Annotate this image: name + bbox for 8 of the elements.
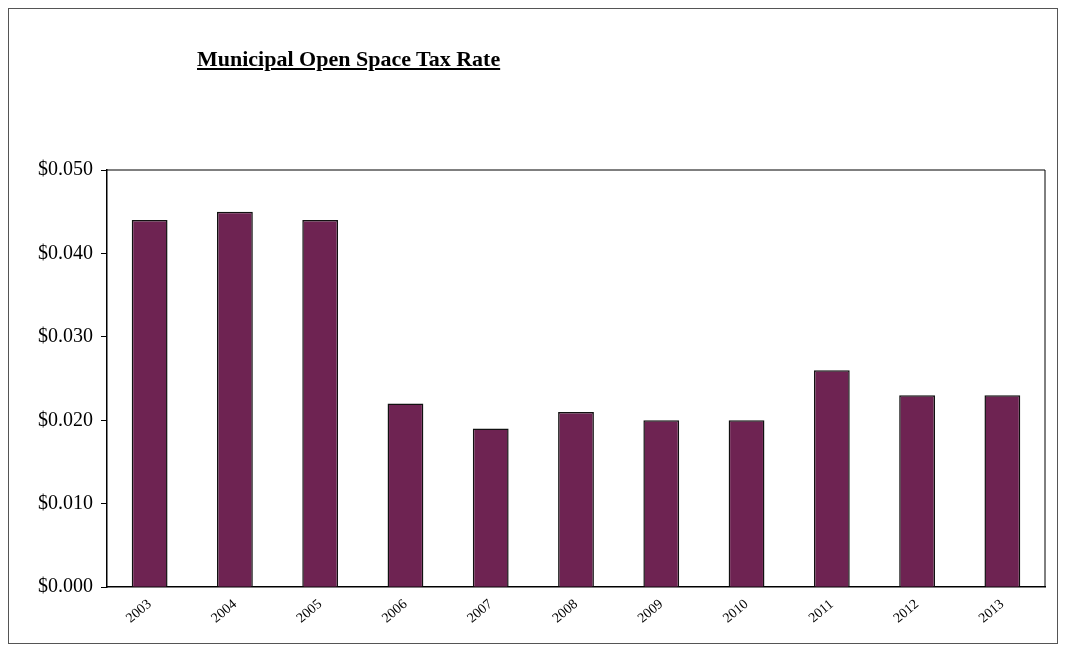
y-tick-label: $0.050 <box>38 157 93 180</box>
x-tick-label: 2011 <box>805 596 837 626</box>
y-tick-label: $0.030 <box>38 324 93 347</box>
y-tick-label: $0.040 <box>38 240 93 263</box>
chart-title: Municipal Open Space Tax Rate <box>197 46 501 72</box>
y-tick-label: $0.010 <box>38 490 93 513</box>
y-tick-label: $0.020 <box>38 407 93 430</box>
y-tick-label: $0.000 <box>38 574 93 597</box>
